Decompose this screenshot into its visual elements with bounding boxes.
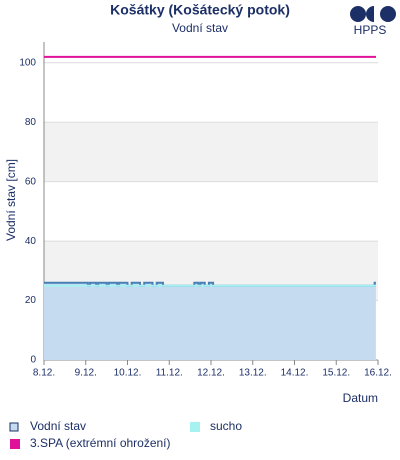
logo-half <box>366 6 374 22</box>
y-axis-label: Vodní stav [cm] <box>4 159 18 241</box>
logo-circle <box>350 6 366 22</box>
legend-label: Vodní stav <box>30 419 86 433</box>
y-tick-label: 40 <box>25 236 37 247</box>
y-tick-label: 0 <box>30 355 36 366</box>
y-tick-label: 60 <box>25 176 37 187</box>
x-tick-label: 12.12. <box>197 368 225 379</box>
chart-title: Košátky (Košátecký potok) <box>110 2 290 18</box>
x-tick-label: 14.12. <box>281 368 309 379</box>
legend-swatch <box>10 439 20 449</box>
logo-circle <box>380 6 396 22</box>
y-tick-label: 80 <box>25 117 37 128</box>
legend-label: 3.SPA (extrémní ohrožení) <box>30 436 171 450</box>
logo: HPPS <box>350 6 396 37</box>
chart-subtitle: Vodní stav <box>172 21 228 35</box>
x-axis-label: Datum <box>343 391 378 405</box>
grid-band <box>44 122 378 182</box>
legend-swatch <box>190 422 200 432</box>
x-tick-label: 10.12. <box>114 368 142 379</box>
legend-label: sucho <box>210 419 242 433</box>
x-tick-label: 9.12. <box>75 368 97 379</box>
x-tick-label: 13.12. <box>239 368 267 379</box>
x-tick-label: 16.12. <box>364 368 392 379</box>
x-tick-label: 8.12. <box>33 368 55 379</box>
x-tick-label: 11.12. <box>156 368 183 379</box>
x-tick-label: 15.12. <box>322 368 350 379</box>
y-tick-label: 100 <box>19 57 36 68</box>
series-area <box>44 282 376 360</box>
y-tick-label: 20 <box>25 295 37 306</box>
logo-text: HPPS <box>354 23 387 37</box>
legend-swatch <box>9 422 19 432</box>
